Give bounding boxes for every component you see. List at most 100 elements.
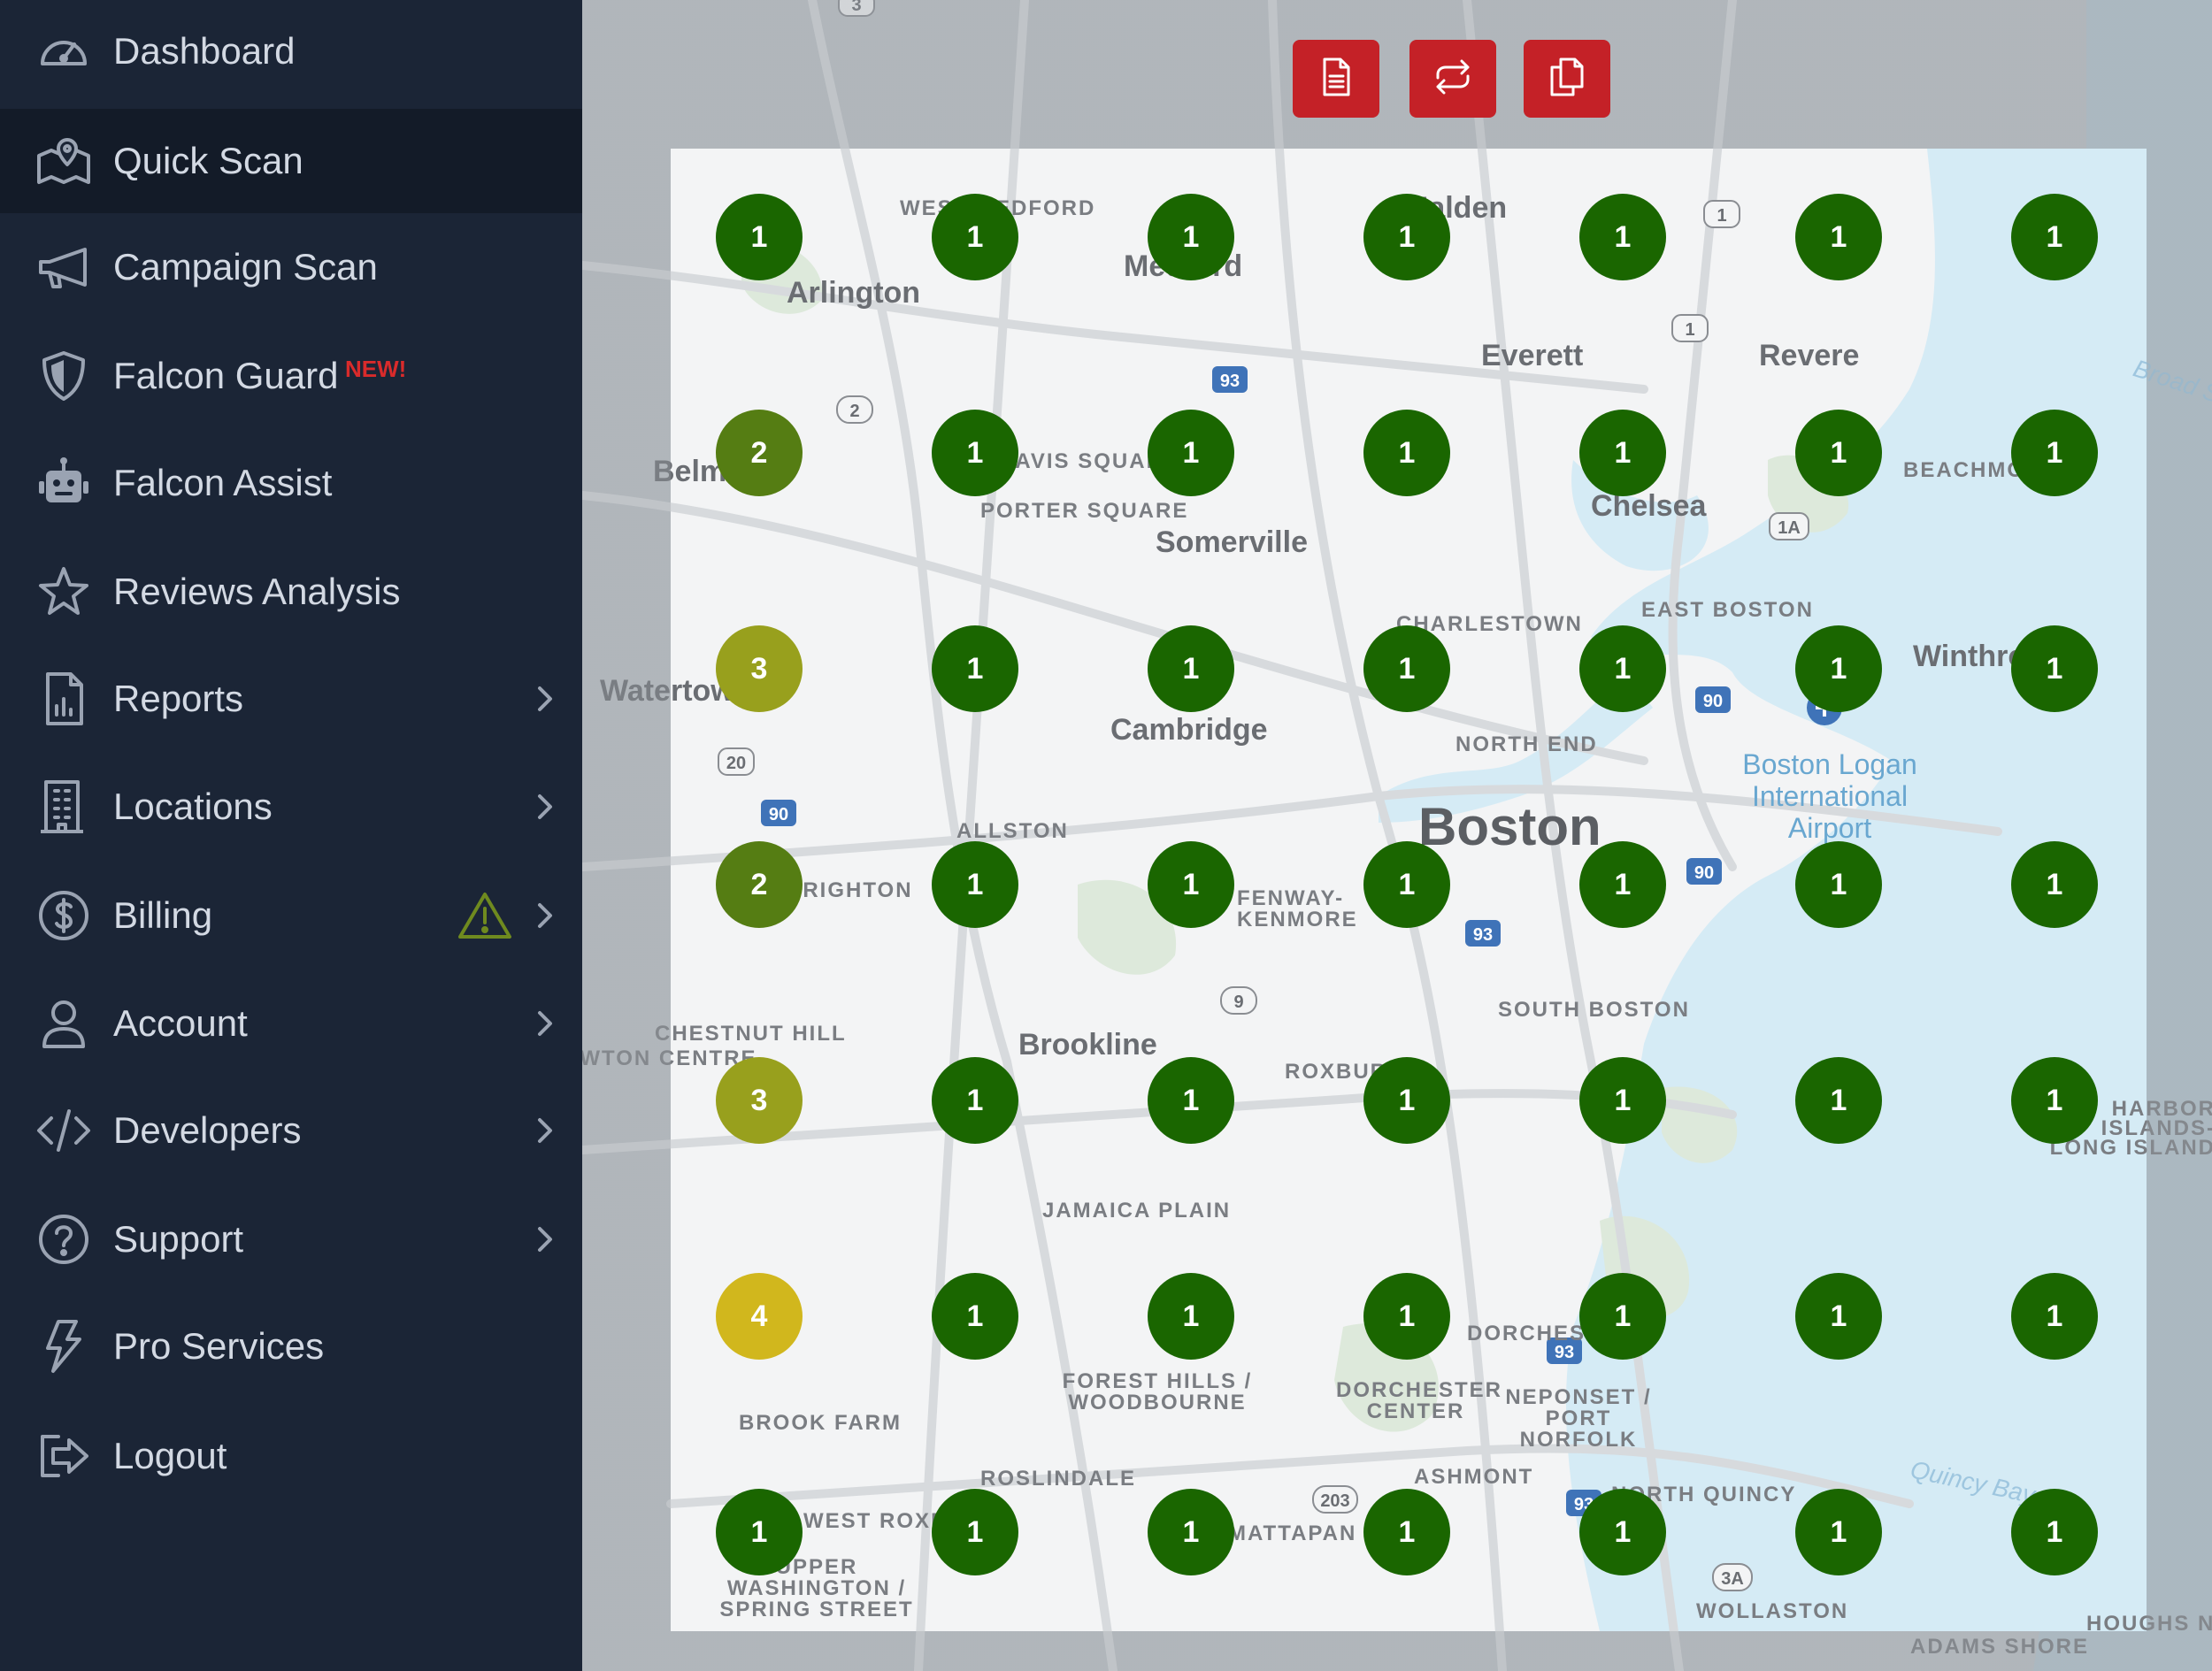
sidebar-item-campaign-scan[interactable]: Campaign Scan xyxy=(0,215,582,319)
rank-pin[interactable]: 1 xyxy=(2011,194,2098,280)
rank-pin[interactable]: 1 xyxy=(1795,1057,1882,1144)
report-button[interactable] xyxy=(1293,40,1379,118)
rank-pin[interactable]: 1 xyxy=(1795,841,1882,928)
sidebar-item-label: Reports xyxy=(113,678,244,719)
rank-pin[interactable]: 2 xyxy=(716,410,803,496)
map-label: MATTAPAN xyxy=(1228,1522,1357,1545)
rank-pin[interactable]: 1 xyxy=(2011,625,2098,712)
svg-text:9: 9 xyxy=(1233,993,1243,1012)
map-label: JAMAICA PLAIN xyxy=(1042,1199,1232,1223)
sidebar-item-reports[interactable]: Reports xyxy=(0,647,582,751)
sidebar-item-label: Quick Scan xyxy=(113,140,303,181)
sidebar: Dashboard Quick Scan Campaign Scan Falco… xyxy=(0,0,582,1671)
map-label-airport: Boston Logan International Airport xyxy=(1742,748,1917,844)
rank-pin[interactable]: 1 xyxy=(716,194,803,280)
sidebar-item-locations[interactable]: Locations xyxy=(0,755,582,859)
rank-pin[interactable]: 1 xyxy=(932,841,1018,928)
rank-pin[interactable]: 1 xyxy=(1795,194,1882,280)
chevron-right-icon xyxy=(529,1223,561,1255)
sidebar-item-pro-services[interactable]: Pro Services xyxy=(0,1294,582,1399)
rank-pin[interactable]: 1 xyxy=(932,410,1018,496)
rank-pin[interactable]: 1 xyxy=(2011,1273,2098,1360)
sidebar-item-falcon-guard[interactable]: Falcon Guard NEW! xyxy=(0,324,582,428)
rank-pin[interactable]: 1 xyxy=(1579,1273,1666,1360)
sidebar-item-developers[interactable]: Developers xyxy=(0,1078,582,1183)
rank-pin[interactable]: 1 xyxy=(932,1057,1018,1144)
rank-pin[interactable]: 1 xyxy=(1579,841,1666,928)
rank-pin[interactable]: 1 xyxy=(932,1489,1018,1575)
map-label: Somerville xyxy=(1156,525,1308,559)
rank-pin[interactable]: 1 xyxy=(1148,625,1234,712)
rescan-button[interactable] xyxy=(1409,40,1496,118)
rank-pin[interactable]: 1 xyxy=(1795,1273,1882,1360)
rank-pin[interactable]: 1 xyxy=(1148,1057,1234,1144)
sidebar-item-dashboard[interactable]: Dashboard xyxy=(0,0,582,103)
map-label: FOREST HILLS / WOODBOURNE xyxy=(1062,1369,1253,1414)
rank-pin[interactable]: 1 xyxy=(1148,1489,1234,1575)
map-label: ALLSTON xyxy=(956,819,1069,843)
rank-pin[interactable]: 3 xyxy=(716,625,803,712)
chevron-right-icon xyxy=(529,900,561,931)
sidebar-item-account[interactable]: Account xyxy=(0,971,582,1076)
rank-pin[interactable]: 1 xyxy=(2011,1489,2098,1575)
chevron-right-icon xyxy=(529,1115,561,1146)
rank-pin[interactable]: 1 xyxy=(1579,625,1666,712)
map-label-boston: Boston xyxy=(1418,797,1601,856)
sidebar-item-label: Support xyxy=(113,1218,244,1260)
svg-text:1: 1 xyxy=(1717,206,1726,226)
rank-pin[interactable]: 1 xyxy=(1148,841,1234,928)
rank-pin[interactable]: 1 xyxy=(1363,1273,1450,1360)
rank-pin[interactable]: 1 xyxy=(1795,410,1882,496)
rank-pin[interactable]: 1 xyxy=(1363,841,1450,928)
rank-pin[interactable]: 1 xyxy=(932,625,1018,712)
copy-button[interactable] xyxy=(1524,40,1610,118)
svg-text:1: 1 xyxy=(1685,320,1694,340)
rank-pin[interactable]: 1 xyxy=(1363,1489,1450,1575)
rank-pin[interactable]: 1 xyxy=(1579,1489,1666,1575)
rank-pin[interactable]: 1 xyxy=(1148,1273,1234,1360)
map-label: NEPONSET / PORT NORFOLK xyxy=(1505,1385,1652,1452)
rank-pin[interactable]: 1 xyxy=(1795,625,1882,712)
rank-pin[interactable]: 2 xyxy=(716,841,803,928)
rank-pin[interactable]: 1 xyxy=(716,1489,803,1575)
sidebar-item-billing[interactable]: Billing xyxy=(0,863,582,968)
map-label: PORTER SQUARE xyxy=(980,499,1189,523)
rank-pin[interactable]: 1 xyxy=(1579,194,1666,280)
rank-pin[interactable]: 1 xyxy=(1579,410,1666,496)
sidebar-item-label: Pro Services xyxy=(113,1325,325,1367)
sidebar-item-label: Billing xyxy=(113,894,213,936)
sidebar-item-logout[interactable]: Logout xyxy=(0,1404,582,1508)
map-label: EAST BOSTON xyxy=(1641,598,1814,622)
rank-pin[interactable]: 1 xyxy=(1363,625,1450,712)
dollar-icon xyxy=(35,887,92,944)
rank-pin[interactable]: 1 xyxy=(1363,410,1450,496)
map-label: DORCHESTER CENTER xyxy=(1336,1378,1503,1423)
rank-pin[interactable]: 1 xyxy=(2011,410,2098,496)
rank-pin[interactable]: 1 xyxy=(2011,841,2098,928)
rank-pin[interactable]: 1 xyxy=(1363,194,1450,280)
rank-pin[interactable]: 4 xyxy=(716,1273,803,1360)
map-label: Everett xyxy=(1481,339,1584,372)
chevron-right-icon xyxy=(529,683,561,715)
map-label: Arlington xyxy=(787,276,921,310)
sidebar-item-falcon-assist[interactable]: Falcon Assist xyxy=(0,431,582,535)
rank-pin[interactable]: 1 xyxy=(932,1273,1018,1360)
dashboard-icon xyxy=(35,23,92,80)
map-pin-icon xyxy=(35,133,92,189)
map-label: Revere xyxy=(1759,339,1860,372)
rank-pin[interactable]: 1 xyxy=(932,194,1018,280)
svg-text:93: 93 xyxy=(1555,1343,1574,1362)
rank-pin[interactable]: 1 xyxy=(1795,1489,1882,1575)
star-icon xyxy=(35,563,92,620)
sidebar-item-quick-scan[interactable]: Quick Scan xyxy=(0,109,582,213)
rank-pin[interactable]: 1 xyxy=(1579,1057,1666,1144)
rank-pin[interactable]: 3 xyxy=(716,1057,803,1144)
rank-pin[interactable]: 1 xyxy=(1148,194,1234,280)
sidebar-item-reviews-analysis[interactable]: Reviews Analysis xyxy=(0,540,582,644)
rank-pin[interactable]: 1 xyxy=(2011,1057,2098,1144)
map-view[interactable]: 3 1 1 2 93 1A 20 90 90 90 93 9 93 203 93… xyxy=(582,0,2212,1671)
rank-pin[interactable]: 1 xyxy=(1148,410,1234,496)
sidebar-item-support[interactable]: Support xyxy=(0,1187,582,1292)
map-label: BROOK FARM xyxy=(739,1411,902,1435)
rank-pin[interactable]: 1 xyxy=(1363,1057,1450,1144)
